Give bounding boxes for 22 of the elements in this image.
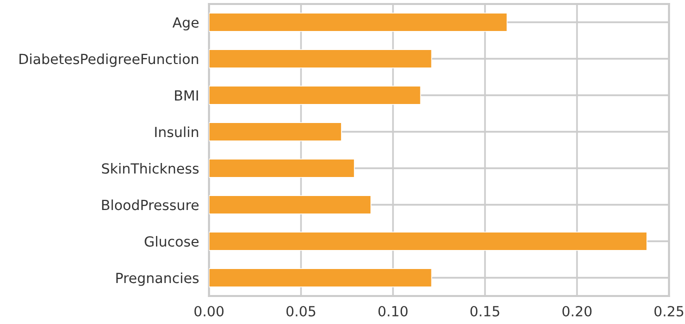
x-tick-label: 0.15 [470,306,500,316]
y-tick-label: SkinThickness [102,162,199,174]
bar [209,49,432,68]
y-tick-label: Pregnancies [116,272,199,286]
bar [209,12,508,32]
bar [209,158,355,178]
bar [209,122,342,142]
y-tick-label: Age [172,17,199,30]
bar [209,195,372,214]
x-tick-label: 0.00 [194,306,224,316]
x-tick-label: 0.05 [286,306,316,316]
y-tick-label: BMI [175,90,198,101]
bar [209,268,432,288]
bar [209,232,648,251]
bar [209,86,422,105]
y-tick-label: Insulin [155,126,198,138]
x-tick-label: 0.10 [378,306,408,316]
x-tick-label: 0.25 [654,306,684,316]
y-tick-label: Glucose [144,236,199,247]
y-tick-label: BloodPressure [102,199,199,210]
x-tick-label: 0.20 [562,306,592,316]
y-tick-label: DiabetesPedigreeFunction [20,53,198,67]
